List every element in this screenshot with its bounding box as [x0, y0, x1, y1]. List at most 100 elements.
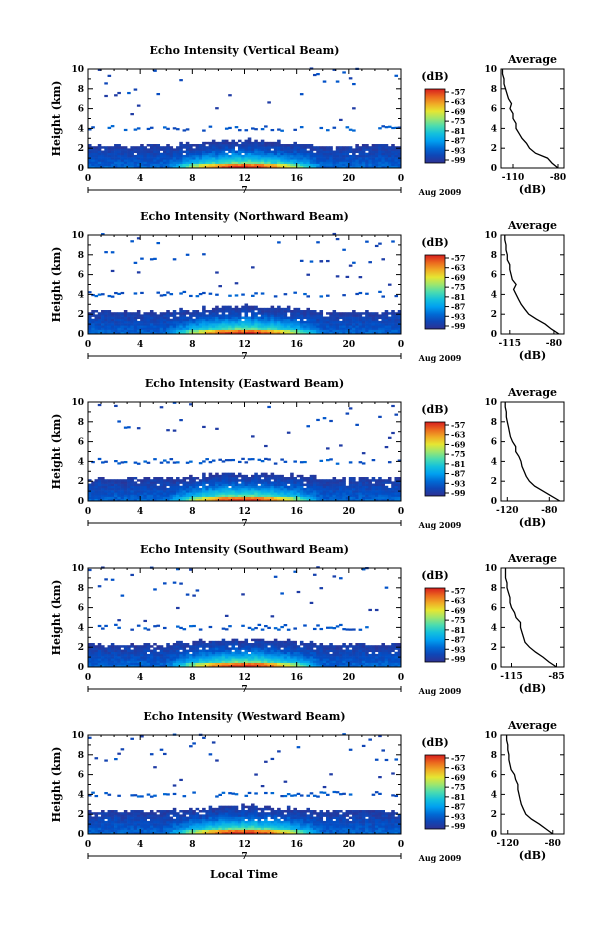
heatmap-cell — [381, 329, 385, 333]
heatmap-cell — [306, 490, 311, 493]
heatmap-cell — [202, 645, 206, 648]
heatmap-cell — [136, 487, 141, 491]
heatmap-cell — [215, 498, 219, 502]
heatmap-cell — [107, 492, 112, 495]
heatmap-cell — [270, 483, 275, 487]
heatmap-cell — [140, 653, 144, 657]
heatmap-cell — [237, 318, 242, 322]
heatmap-cell — [231, 472, 236, 476]
heatmap-cell — [241, 651, 245, 655]
heatmap-cell — [322, 327, 327, 330]
heatmap-cell — [162, 498, 167, 502]
heatmap-cell — [110, 314, 115, 317]
heatmap-cell — [136, 161, 141, 164]
heatmap-cell — [264, 323, 268, 326]
heatmap-cell — [166, 157, 170, 160]
heatmap-cell — [387, 494, 392, 497]
heatmap-cell — [162, 485, 167, 489]
heatmap-cell — [280, 625, 284, 629]
heatmap-cell — [123, 310, 128, 313]
heatmap-cell — [326, 129, 330, 132]
heatmap-cell — [378, 415, 382, 418]
heatmap-cell — [88, 291, 92, 294]
heatmap-cell — [277, 144, 281, 147]
heatmap-cell — [339, 645, 343, 648]
heatmap-cell — [101, 487, 105, 491]
heatmap-cell — [215, 660, 219, 663]
heatmap-cell — [277, 474, 281, 478]
heatmap-cell — [348, 643, 353, 646]
heatmap-cell — [296, 649, 301, 653]
heatmap-cell — [88, 325, 92, 328]
heatmap-cell — [123, 128, 128, 132]
heatmap-cell — [221, 656, 226, 659]
heatmap-cell — [365, 292, 369, 295]
heatmap-cell — [254, 658, 258, 661]
heatmap-cell — [296, 485, 301, 489]
heatmap-cell — [277, 163, 281, 167]
heatmap-cell — [153, 144, 157, 147]
heatmap-cell — [143, 662, 147, 666]
heatmap-cell — [391, 647, 395, 650]
heatmap-cell — [335, 146, 340, 149]
heatmap-cell — [162, 314, 167, 317]
heatmap-cell — [381, 658, 385, 661]
heatmap-cell — [192, 658, 196, 661]
heatmap-cell — [277, 492, 281, 495]
heatmap-cell — [159, 656, 164, 659]
heatmap-cell — [358, 316, 363, 320]
heatmap-cell — [149, 483, 154, 487]
heatmap-cell — [117, 329, 121, 333]
heatmap-cell — [192, 651, 196, 655]
heatmap-cell — [185, 492, 190, 495]
heatmap-cell — [169, 483, 174, 487]
heatmap-cell — [348, 481, 353, 484]
heatmap-cell — [179, 643, 183, 646]
heatmap-cell — [342, 318, 346, 322]
heatmap-cell — [166, 161, 170, 164]
heatmap-cell — [237, 498, 242, 502]
heatmap-cell — [257, 148, 262, 151]
heatmap-cell — [133, 496, 138, 500]
heatmap-cell — [162, 487, 167, 491]
heatmap-cell — [283, 331, 288, 335]
heatmap-cell — [146, 144, 151, 147]
heatmap-cell — [247, 163, 252, 167]
heatmap-cell — [277, 628, 281, 631]
heatmap-cell — [332, 483, 337, 487]
heatmap-cell — [306, 664, 311, 668]
heatmap-cell — [277, 479, 281, 482]
heatmap-cell — [215, 159, 219, 162]
heatmap-cell — [192, 150, 196, 154]
heatmap-cell — [169, 647, 174, 650]
heatmap-cell — [254, 483, 258, 487]
heatmap-cell — [280, 653, 284, 657]
heatmap-cell — [391, 159, 395, 162]
heatmap-cell — [339, 494, 343, 497]
heatmap-cell — [123, 662, 128, 666]
average-profile-line — [504, 235, 560, 335]
heatmap-cell — [224, 327, 229, 330]
heatmap-cell — [260, 325, 265, 328]
heatmap-cell — [283, 496, 288, 500]
heatmap-cell — [260, 159, 265, 162]
heatmap-cell — [211, 485, 216, 489]
heatmap-cell — [244, 660, 249, 663]
heatmap-cell — [244, 320, 249, 324]
heatmap-cell — [384, 126, 389, 129]
heatmap-cell — [208, 487, 213, 491]
heatmap-cell — [221, 649, 226, 653]
heatmap-cell — [397, 492, 402, 495]
colorbar-tick-label: -93 — [451, 478, 466, 488]
heatmap-cell — [381, 258, 385, 261]
heatmap-cell — [117, 626, 121, 629]
heatmap-cell — [361, 483, 366, 487]
heatmap-cell — [169, 658, 174, 661]
heatmap-cell — [290, 487, 294, 491]
heatmap-cell — [319, 327, 324, 330]
heatmap-cell — [185, 154, 190, 158]
heatmap-cell — [355, 662, 359, 666]
heatmap-cell — [130, 481, 134, 484]
heatmap-cell — [133, 477, 138, 480]
heatmap-cell — [306, 310, 311, 313]
